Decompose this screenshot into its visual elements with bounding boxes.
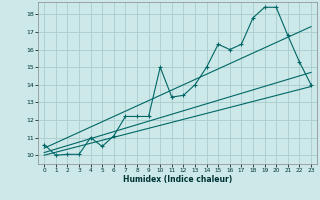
X-axis label: Humidex (Indice chaleur): Humidex (Indice chaleur) bbox=[123, 175, 232, 184]
